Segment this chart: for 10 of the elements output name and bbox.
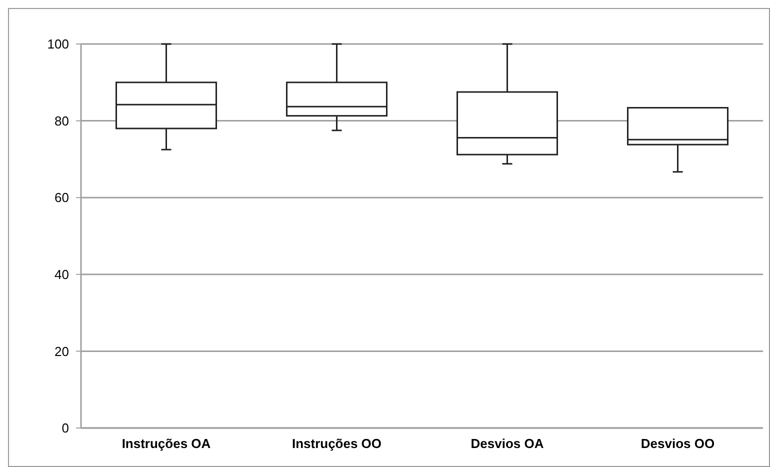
y-tick-label: 100: [47, 36, 69, 52]
y-tick-label: 0: [62, 420, 69, 436]
x-tick-label: Desvios OA: [470, 436, 544, 451]
y-tick-label: 80: [54, 113, 69, 128]
y-tick-label: 40: [54, 266, 69, 282]
x-tick-label: Desvios OO: [640, 436, 715, 451]
y-tick-label: 20: [54, 344, 69, 359]
x-tick-label: Instruções OA: [122, 436, 212, 451]
x-tick-label: Instruções OO: [292, 436, 382, 451]
y-tick-label: 60: [54, 190, 69, 206]
